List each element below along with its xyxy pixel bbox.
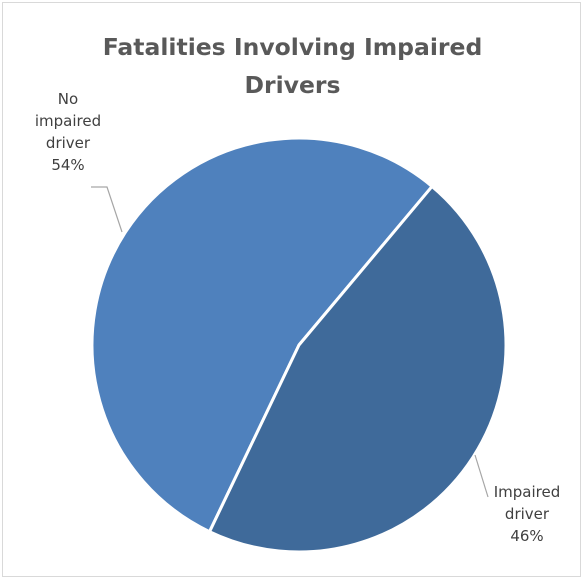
leader-line-no-impaired-driver [91,186,123,233]
pie-slices [90,136,508,554]
data-label-line: impaired [35,112,101,130]
data-label-line: No [58,90,78,108]
pie-slice-impaired-driver [208,184,508,554]
data-label-no-impaired-driver: No impaired driver 54% [35,90,101,174]
data-labels: No impaired driver 54% Impaired driver 46% [35,90,560,545]
data-label-line: 54% [51,156,84,174]
data-label-line: driver [505,505,550,523]
data-label-line: Impaired [494,483,561,501]
data-label-impaired-driver: Impaired driver 46% [494,483,561,545]
leader-lines [91,186,489,498]
data-label-line: driver [46,134,91,152]
pie-slice-no-impaired-driver [90,136,434,534]
data-label-line: 46% [510,527,543,545]
chart-title: Fatalities Involving Impaired Drivers [102,33,483,99]
leader-line-impaired-driver [474,454,489,498]
